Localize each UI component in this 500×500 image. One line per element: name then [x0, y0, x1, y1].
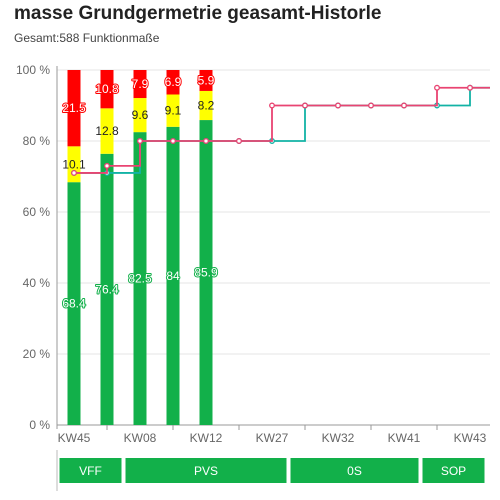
line-point: [203, 138, 209, 144]
line-point: [302, 102, 308, 109]
bar-red: [199, 70, 213, 91]
data-label: 68.4: [62, 297, 86, 311]
line-point: [269, 102, 275, 109]
bar-green: [166, 126, 180, 426]
x-tick-label: KW27: [256, 431, 289, 445]
chart-title: masse Grundgermetrie geasamt-Historle: [14, 3, 382, 24]
bar-green: [100, 153, 114, 425]
data-label: 85.9: [194, 266, 218, 280]
data-label: 9.6: [132, 108, 149, 122]
line-point: [434, 84, 440, 91]
line-point: [368, 102, 374, 109]
y-tick-label: 40 %: [23, 276, 51, 290]
bar-yellow: [166, 94, 180, 127]
phase-segment: [125, 458, 287, 483]
bar-red: [67, 70, 81, 147]
bar-green: [67, 182, 81, 425]
data-label: 9.1: [165, 104, 182, 118]
data-label: 84: [166, 269, 180, 283]
x-tick-label: KW08: [124, 431, 157, 445]
phase-label: 0S: [347, 464, 362, 478]
line-point: [137, 138, 143, 144]
line-point: [104, 162, 110, 169]
phase-segment: [422, 458, 485, 483]
bar-yellow: [100, 108, 114, 154]
data-label: 8.2: [198, 99, 215, 113]
line-point: [170, 138, 176, 144]
line-point: [71, 169, 77, 176]
bar-red: [100, 70, 114, 109]
line-point: [335, 102, 341, 109]
line-point: [467, 84, 473, 91]
y-tick-label: 0 %: [29, 418, 50, 432]
data-label: 10.1: [62, 157, 86, 171]
chart-subtitle: Gesamt:588 Funktionmaße: [14, 31, 160, 45]
data-label: 10.8: [95, 82, 119, 96]
x-tick-label: KW45: [58, 431, 91, 445]
series-line-1: [74, 86, 490, 174]
x-tick-label: KW32: [322, 431, 355, 445]
line-point: [401, 102, 407, 109]
bar-green: [133, 132, 147, 425]
phase-segment: [59, 458, 122, 483]
bar-yellow: [199, 90, 213, 121]
y-tick-label: 100 %: [16, 63, 50, 77]
y-tick-label: 80 %: [23, 134, 51, 148]
bar-red: [166, 70, 180, 95]
bar-yellow: [133, 98, 147, 133]
y-tick-label: 20 %: [23, 347, 51, 361]
data-label: 12.8: [95, 124, 119, 138]
bar-green: [199, 120, 213, 426]
phase-segment: [290, 458, 419, 483]
y-tick-label: 60 %: [23, 205, 51, 219]
bar-red: [133, 70, 147, 99]
data-label: 5.9: [198, 73, 215, 87]
x-tick-label: KW43: [454, 431, 487, 445]
data-label: 76.4: [95, 282, 119, 296]
data-label: 21.5: [62, 101, 86, 115]
phase-label: VFF: [79, 464, 102, 478]
line-point: [236, 138, 242, 144]
data-label: 82.5: [128, 272, 152, 286]
phase-label: PVS: [194, 464, 218, 478]
phase-label: SOP: [441, 464, 466, 478]
x-tick-label: KW12: [190, 431, 223, 445]
x-tick-label: KW41: [388, 431, 421, 445]
data-label: 6.9: [165, 75, 182, 89]
data-label: 7.9: [132, 77, 149, 91]
